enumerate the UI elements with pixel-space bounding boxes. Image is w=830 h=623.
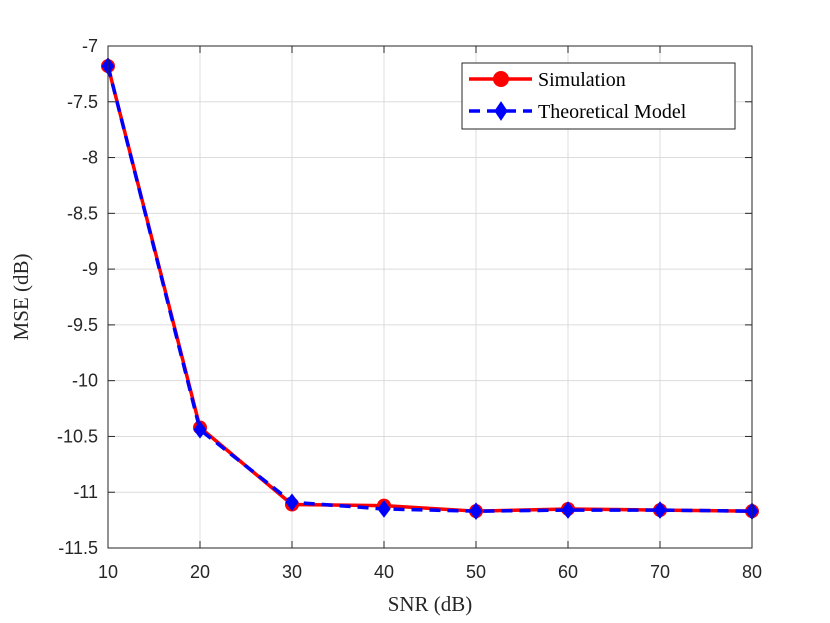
x-tick-label: 10 xyxy=(98,562,118,582)
y-tick-label: -8.5 xyxy=(67,203,98,223)
plot-area xyxy=(108,46,752,548)
x-tick-label: 60 xyxy=(558,562,578,582)
y-tick-label: -10 xyxy=(72,371,98,391)
y-tick-label: -11.5 xyxy=(58,538,98,558)
x-tick-label: 80 xyxy=(742,562,762,582)
y-tick-label: -8 xyxy=(82,148,98,168)
y-tick-label: -7 xyxy=(82,36,98,56)
legend-simulation-label: Simulation xyxy=(538,69,626,91)
legend: Simulation Theoretical Model xyxy=(461,62,736,130)
legend-simulation-marker xyxy=(493,71,509,87)
axes-box xyxy=(107,45,753,549)
x-tick-label: 40 xyxy=(374,562,394,582)
series-line-theoretical xyxy=(106,65,753,513)
legend-box xyxy=(461,62,736,130)
y-tick-label: -9 xyxy=(82,259,98,279)
x-tick-label: 70 xyxy=(650,562,670,582)
theoretical-point xyxy=(653,501,667,519)
x-axis-title: SNR (dB) xyxy=(388,592,473,616)
series-layer xyxy=(101,57,759,521)
x-tick-label: 20 xyxy=(190,562,210,582)
theoretical-point xyxy=(193,420,207,439)
legend-theoretical-marker xyxy=(494,101,508,121)
y-axis-title: MSE (dB) xyxy=(9,254,33,341)
y-tick-label: -11 xyxy=(73,482,98,502)
x-tick-label: 50 xyxy=(466,562,486,582)
theoretical-point xyxy=(561,501,575,519)
theoretical-point xyxy=(469,502,483,521)
theoretical-point xyxy=(377,500,391,518)
y-tick-label: -7.5 xyxy=(67,92,98,112)
axis-ticks: 10 20 30 40 50 60 70 80 -7 -7.5 -8 -8.5 -9 -9.5 -10 -10… xyxy=(57,36,762,582)
y-tick-label: -10.5 xyxy=(57,426,98,446)
theoretical-point xyxy=(285,493,299,512)
x-tick-label: 30 xyxy=(282,562,302,582)
y-tick-label: -9.5 xyxy=(67,315,98,335)
legend-theoretical-label: Theoretical Model xyxy=(538,101,687,123)
